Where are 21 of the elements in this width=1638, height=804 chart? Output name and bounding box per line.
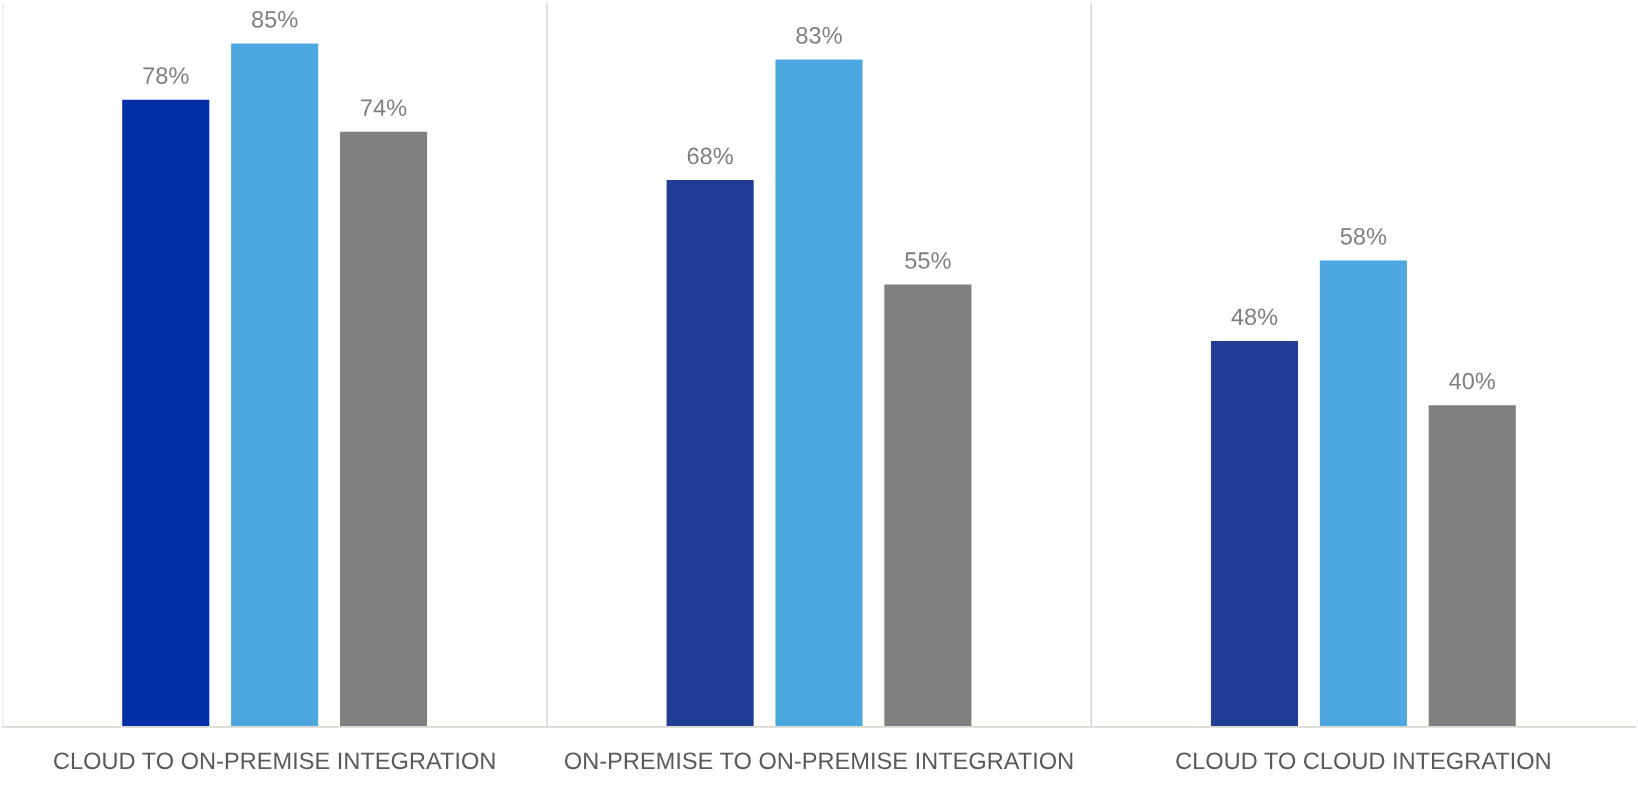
data-label: 83% <box>796 27 842 44</box>
data-label: 85% <box>252 10 298 28</box>
x-tick-label: ON-PREMISE TO ON-PREMISE INTEGRATION <box>564 752 1073 770</box>
data-label: 40% <box>1449 372 1496 390</box>
bar <box>1428 405 1516 727</box>
bar <box>666 180 754 727</box>
data-label: 48% <box>1231 308 1278 326</box>
data-label: 55% <box>905 252 951 269</box>
data-label: 58% <box>1340 228 1387 245</box>
bar <box>1210 340 1299 727</box>
x-tick-label: CLOUD TO ON-PREMISE INTEGRATION <box>54 752 495 770</box>
bar <box>775 59 863 727</box>
bar <box>884 284 972 727</box>
data-label: 78% <box>143 67 189 84</box>
bar <box>122 99 210 727</box>
data-label: 74% <box>361 99 407 116</box>
bar <box>339 131 428 727</box>
data-label: 68% <box>687 147 733 165</box>
bar <box>231 43 319 727</box>
x-tick-label: CLOUD TO CLOUD INTEGRATION <box>1176 752 1550 770</box>
bar <box>1319 260 1407 727</box>
